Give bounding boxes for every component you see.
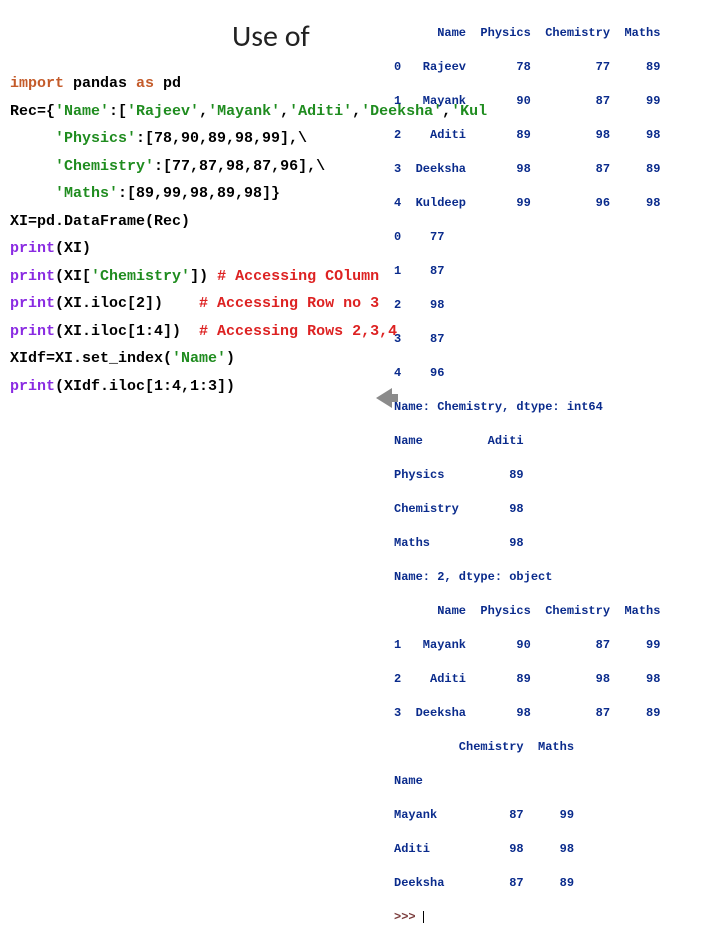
prompt-icon: >>> xyxy=(394,910,423,924)
output-line: Name Physics Chemistry Maths xyxy=(394,25,712,42)
output-line: Name Aditi xyxy=(394,433,712,450)
output-line: Aditi 98 98 xyxy=(394,841,712,858)
code-line: XI=pd.DataFrame(Rec) xyxy=(10,208,394,236)
output-line: Mayank 87 99 xyxy=(394,807,712,824)
output-line: 3 Deeksha 98 87 89 xyxy=(394,705,712,722)
code-line: print(XI.iloc[2]) # Accessing Row no 3 xyxy=(10,290,394,318)
prompt-line[interactable]: >>> xyxy=(394,909,712,926)
func-print: print xyxy=(10,240,55,257)
code-line: import pandas as pd xyxy=(10,70,394,98)
code-line: 'Chemistry':[77,87,98,87,96],\ xyxy=(10,153,394,181)
func-print: print xyxy=(10,295,55,312)
output-line: Name: 2, dtype: object xyxy=(394,569,712,586)
output-line: Physics 89 xyxy=(394,467,712,484)
output-line: 4 Kuldeep 99 96 98 xyxy=(394,195,712,212)
keyword-as: as xyxy=(136,75,154,92)
comment: # Accessing Row no 3 xyxy=(199,295,379,312)
output-line: Name xyxy=(394,773,712,790)
code-text: pandas xyxy=(64,75,136,92)
output-line: Name: Chemistry, dtype: int64 xyxy=(394,399,712,416)
comment: # Accessing COlumn xyxy=(217,268,379,285)
keyword-import: import xyxy=(10,75,64,92)
output-line: 2 98 xyxy=(394,297,712,314)
arrow-icon xyxy=(376,388,392,408)
code-line: 'Maths':[89,99,98,89,98]} xyxy=(10,180,394,208)
output-line: 0 Rajeev 78 77 89 xyxy=(394,59,712,76)
output-line: 4 96 xyxy=(394,365,712,382)
code-line: 'Physics':[78,90,89,98,99],\ xyxy=(10,125,394,153)
output-line: 3 87 xyxy=(394,331,712,348)
output-line: 3 Deeksha 98 87 89 xyxy=(394,161,712,178)
output-line: Name Physics Chemistry Maths xyxy=(394,603,712,620)
output-line: 1 Mayank 90 87 99 xyxy=(394,637,712,654)
console-output: Name Physics Chemistry Maths 0 Rajeev 78… xyxy=(394,8,712,943)
output-line: 0 77 xyxy=(394,229,712,246)
code-line: print(XIdf.iloc[1:4,1:3]) xyxy=(10,373,394,401)
code-line: print(XI) xyxy=(10,235,394,263)
output-line: Maths 98 xyxy=(394,535,712,552)
output-line: 2 Aditi 89 98 98 xyxy=(394,127,712,144)
func-print: print xyxy=(10,378,55,395)
code-editor: import pandas as pd Rec={'Name':['Rajeev… xyxy=(10,70,394,400)
output-line: Chemistry Maths xyxy=(394,739,712,756)
func-print: print xyxy=(10,323,55,340)
comment: # Accessing Rows 2,3,4 xyxy=(199,323,397,340)
code-line: Rec={'Name':['Rajeev','Mayank','Aditi','… xyxy=(10,98,394,126)
slide-title: Use of xyxy=(232,18,310,55)
cursor-icon xyxy=(423,911,424,923)
output-line: Deeksha 87 89 xyxy=(394,875,712,892)
output-line: 1 Mayank 90 87 99 xyxy=(394,93,712,110)
code-line: print(XI.iloc[1:4]) # Accessing Rows 2,3… xyxy=(10,318,394,346)
output-line: Chemistry 98 xyxy=(394,501,712,518)
code-line: print(XI['Chemistry']) # Accessing COlum… xyxy=(10,263,394,291)
code-line: XIdf=XI.set_index('Name') xyxy=(10,345,394,373)
output-line: 2 Aditi 89 98 98 xyxy=(394,671,712,688)
output-line: 1 87 xyxy=(394,263,712,280)
func-print: print xyxy=(10,268,55,285)
code-text: pd xyxy=(154,75,181,92)
